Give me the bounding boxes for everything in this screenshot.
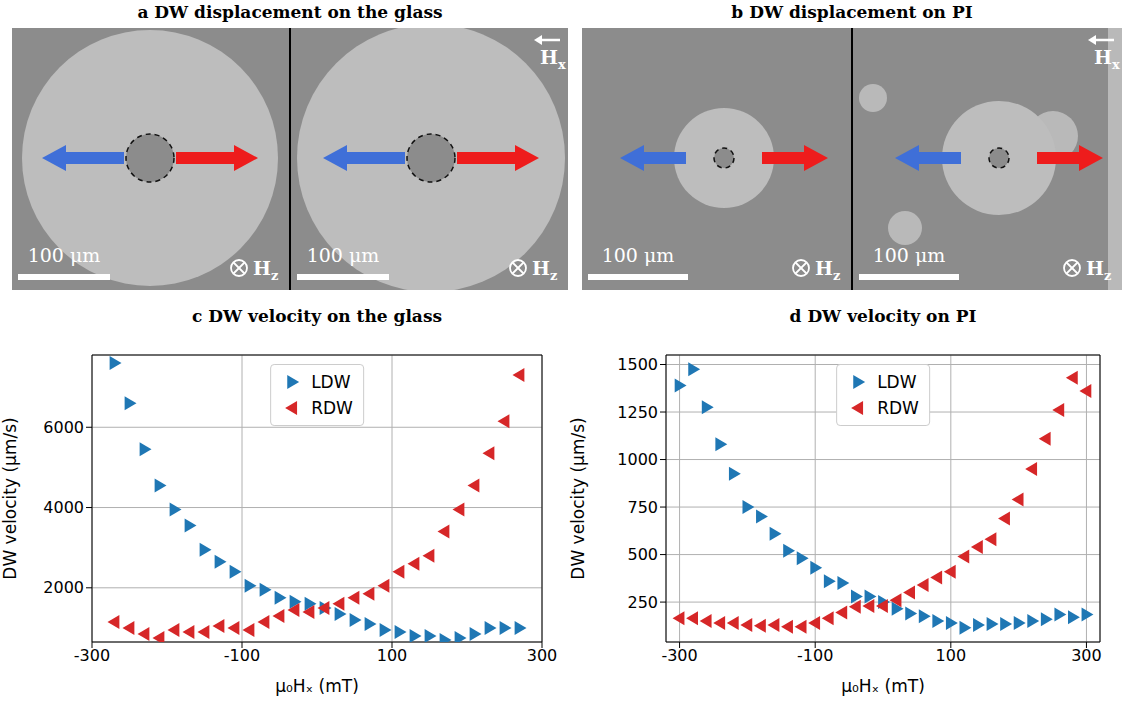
html-text:b DW displacement on PI: b DW displacement on PI xyxy=(731,2,973,22)
svg-text:DW velocity (μm/s): DW velocity (μm/s) xyxy=(568,417,588,579)
svg-text:1500: 1500 xyxy=(617,355,658,374)
svg-text:Hx: Hx xyxy=(1094,46,1120,72)
svg-text:100 μm: 100 μm xyxy=(28,244,101,266)
svg-text:Hz: Hz xyxy=(815,257,840,283)
svg-text:2000: 2000 xyxy=(43,578,84,597)
svg-text:DW velocity (μm/s): DW velocity (μm/s) xyxy=(0,417,20,579)
html-text:d DW velocity on PI: d DW velocity on PI xyxy=(789,306,977,326)
svg-text:100: 100 xyxy=(377,646,408,665)
html-text:a DW displacement on the glass: a DW displacement on the glass xyxy=(137,2,443,22)
svg-text:-100: -100 xyxy=(224,646,260,665)
html-text:c DW velocity on the glass: c DW velocity on the glass xyxy=(192,306,442,326)
svg-text:μ₀Hₓ (mT): μ₀Hₓ (mT) xyxy=(841,676,925,696)
svg-text:-300: -300 xyxy=(74,646,110,665)
svg-text:300: 300 xyxy=(527,646,558,665)
svg-text:μ₀Hₓ (mT): μ₀Hₓ (mT) xyxy=(275,676,359,696)
svg-text:100: 100 xyxy=(936,646,967,665)
svg-text:1250: 1250 xyxy=(617,403,658,422)
svg-text:100 μm: 100 μm xyxy=(307,244,380,266)
html-text:LDW: LDW xyxy=(877,372,917,392)
html-text:RDW: RDW xyxy=(877,398,919,418)
svg-text:6000: 6000 xyxy=(43,418,84,437)
svg-text:300: 300 xyxy=(1071,646,1102,665)
svg-text:-100: -100 xyxy=(797,646,833,665)
svg-text:1000: 1000 xyxy=(617,450,658,469)
html-text:LDW: LDW xyxy=(311,372,351,392)
svg-text:100 μm: 100 μm xyxy=(873,244,946,266)
svg-text:500: 500 xyxy=(627,545,658,564)
svg-text:Hx: Hx xyxy=(540,46,566,72)
svg-text:Hz: Hz xyxy=(532,257,557,283)
svg-text:100 μm: 100 μm xyxy=(602,244,675,266)
svg-text:250: 250 xyxy=(627,593,658,612)
html-text:RDW: RDW xyxy=(311,398,353,418)
svg-text:-300: -300 xyxy=(661,646,697,665)
svg-text:750: 750 xyxy=(627,498,658,517)
svg-text:4000: 4000 xyxy=(43,498,84,517)
svg-text:Hz: Hz xyxy=(1086,257,1111,283)
svg-text:Hz: Hz xyxy=(253,257,278,283)
